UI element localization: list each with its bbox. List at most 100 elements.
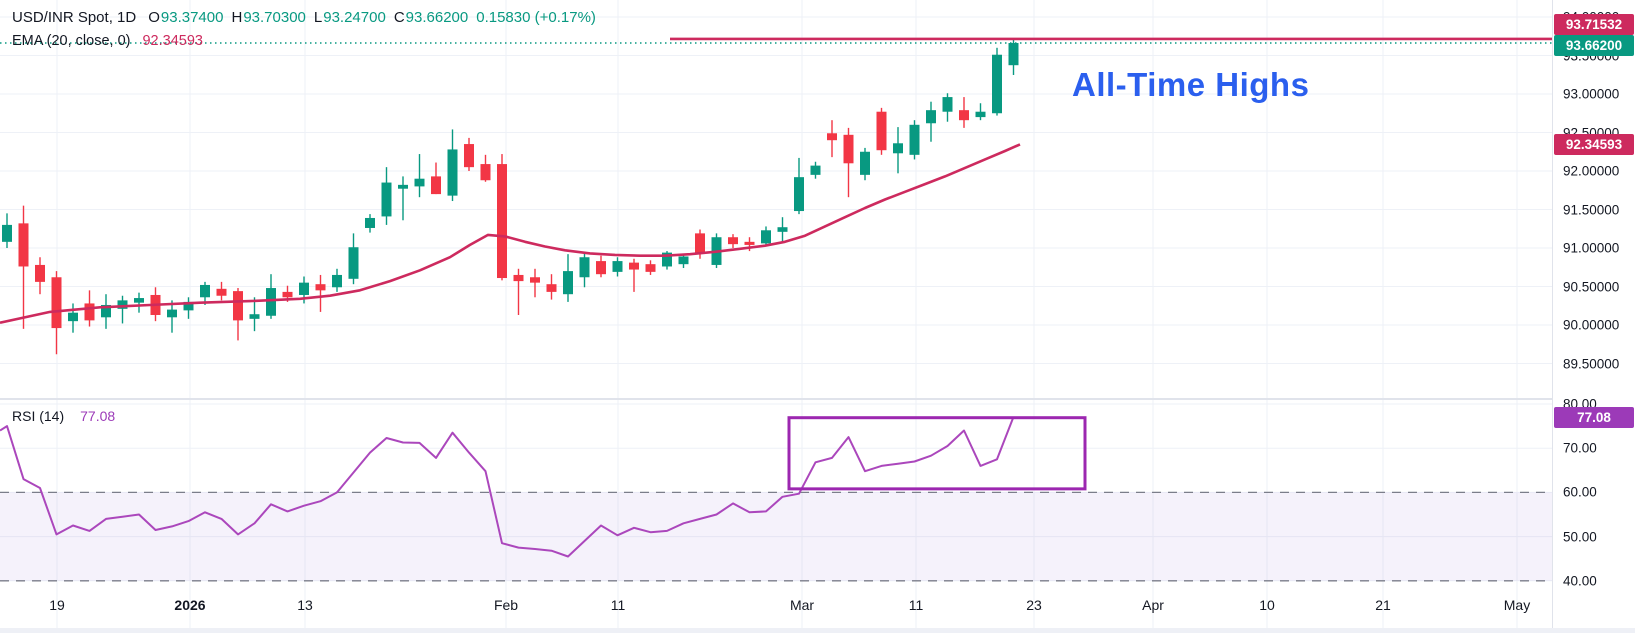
price-tick-label: 93.00000 <box>1563 86 1620 102</box>
candle-body <box>942 97 953 112</box>
candle-body <box>794 177 804 212</box>
candle-body <box>695 233 705 253</box>
all-time-highs-annotation[interactable]: All-Time Highs <box>1072 66 1310 103</box>
time-tick-label: Mar <box>789 597 815 613</box>
time-axis[interactable]: 19 2026 13 Feb 11 Mar 11 23 Apr 10 21 May <box>0 583 1635 628</box>
candle-body <box>678 256 689 265</box>
candle-body <box>810 165 821 175</box>
candle-body <box>827 133 837 141</box>
symbol-legend[interactable]: USD/INR Spot, 1D O 93.37400 H 93.70300 L 93… <box>12 9 596 26</box>
candle-body <box>860 151 870 175</box>
price-tick-label: 90.00000 <box>1563 317 1620 333</box>
candle-body <box>645 264 656 272</box>
candle-body <box>101 304 111 318</box>
candle-body <box>744 241 755 245</box>
price-tick-label: 89.50000 <box>1563 356 1620 371</box>
candle-body <box>183 301 194 311</box>
rsi-legend-value: 77.08 <box>80 408 116 424</box>
ema-line[interactable] <box>0 143 1021 324</box>
candle-body <box>563 271 573 295</box>
time-tick-label: 11 <box>610 597 626 613</box>
candle-body <box>414 178 425 187</box>
candle-body <box>530 277 540 283</box>
time-tick-label: 23 <box>1026 597 1042 613</box>
candle-body <box>629 262 639 270</box>
candle-body <box>497 164 507 279</box>
candle-body <box>249 314 260 319</box>
time-tick-label: 19 <box>49 597 65 613</box>
ema-legend[interactable]: EMA (20, close, 0) 92.34593 <box>12 33 203 49</box>
ema-legend-label: EMA (20, close, 0) <box>12 33 131 49</box>
price-tick-label: 91.00000 <box>1563 240 1620 256</box>
high-value: H 93.70300 <box>231 9 306 26</box>
symbol-title: USD/INR Spot, 1D <box>12 9 137 26</box>
candle-body <box>546 284 557 292</box>
candle-body <box>117 300 128 309</box>
candle-body <box>2 224 12 242</box>
time-tick-label: May <box>1503 597 1531 613</box>
candle-body <box>332 274 342 288</box>
candle-body <box>876 111 887 151</box>
last-price-badge: 93.66200 <box>1554 35 1634 56</box>
bottom-strip <box>0 628 1635 633</box>
candle-body <box>18 223 29 267</box>
rsi-legend-label: RSI (14) <box>12 408 65 424</box>
time-tick-label: 13 <box>297 597 313 613</box>
candle-body <box>299 282 309 295</box>
rsi-band <box>0 492 1552 581</box>
candle-body <box>282 291 293 298</box>
rsi-tick-label: 50.00 <box>1563 529 1597 545</box>
price-tick-label: 90.50000 <box>1563 279 1620 294</box>
low-value: L 93.24700 <box>313 9 386 26</box>
candle-body <box>843 134 854 164</box>
rsi-rectangle-drawing[interactable] <box>787 416 1087 491</box>
candle-body <box>216 288 227 296</box>
candle-body <box>51 277 62 329</box>
close-value: C 93.66200 <box>393 9 469 26</box>
price-tick-label: 92.00000 <box>1563 163 1620 179</box>
candle-body <box>761 230 771 244</box>
time-tick-label: 11 <box>908 597 924 613</box>
ema-price-badge: 92.34593 <box>1554 134 1634 155</box>
candle-body <box>909 124 920 155</box>
candle-body <box>365 217 375 228</box>
price-axis[interactable]: 93.71532 93.66200 92.34593 77.08 94.0000… <box>1552 0 1635 628</box>
rsi-tick-label: 60.00 <box>1563 484 1597 500</box>
candle-body <box>431 176 441 195</box>
candle-body <box>68 312 78 322</box>
rsi-line[interactable] <box>0 416 1015 558</box>
candle-body <box>612 261 623 272</box>
candle-body <box>233 291 243 321</box>
candle-body <box>134 298 144 303</box>
candle-body <box>381 182 392 217</box>
candle-body <box>167 309 177 318</box>
ema-legend-value: 92.34593 <box>142 33 203 49</box>
candle-body <box>662 252 672 267</box>
candle-body <box>348 247 359 279</box>
candle-body <box>35 264 45 282</box>
candle-body <box>464 144 474 168</box>
time-tick-label: 21 <box>1375 597 1391 613</box>
candle-body <box>398 184 408 189</box>
candle-body <box>84 303 95 321</box>
candle-body <box>959 110 969 121</box>
candle-body <box>513 274 524 282</box>
candle-body <box>596 261 606 275</box>
candle-body <box>447 149 458 196</box>
time-tick-label: Apr <box>1142 597 1164 613</box>
candle-body <box>579 257 590 278</box>
time-tick-label: Feb <box>493 597 519 613</box>
rsi-tick-label: 40.00 <box>1563 573 1597 589</box>
candle-body <box>1008 43 1019 66</box>
time-tick-label: 2026 <box>174 597 206 613</box>
alert-line-price-badge: 93.71532 <box>1554 14 1634 35</box>
candle-body <box>926 110 936 124</box>
open-value: O 93.37400 <box>148 9 224 26</box>
rsi-legend[interactable]: RSI (14) 77.08 <box>12 408 115 424</box>
time-tick-label: 10 <box>1259 597 1275 613</box>
rsi-value-badge: 77.08 <box>1554 407 1634 428</box>
candle-body <box>266 288 276 316</box>
candle-body <box>777 227 788 232</box>
